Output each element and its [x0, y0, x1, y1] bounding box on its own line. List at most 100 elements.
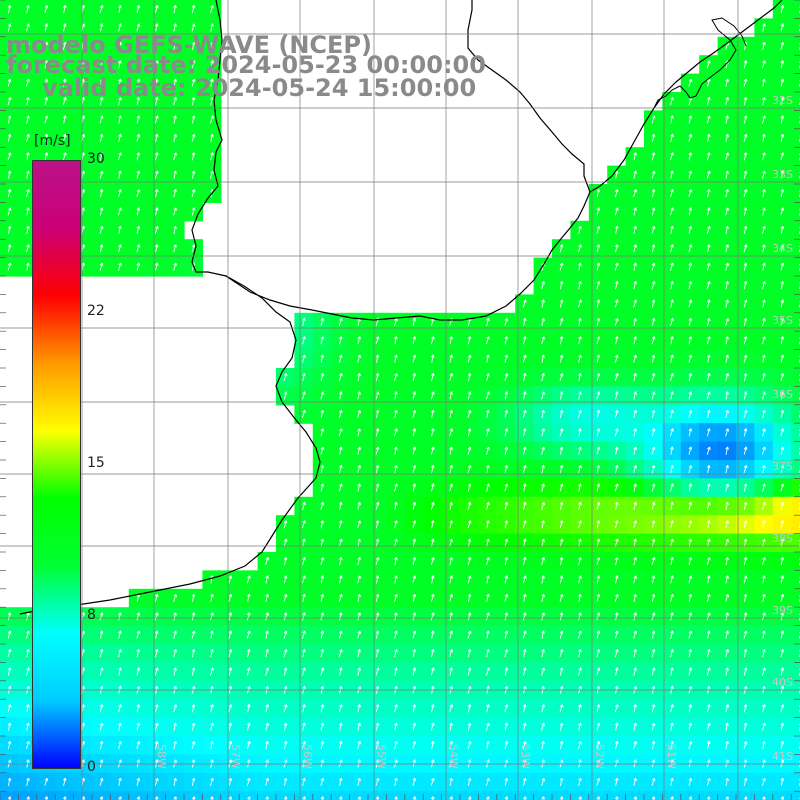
- wind-arrow: [578, 336, 582, 345]
- wind-arrow: [62, 60, 67, 69]
- wind-arrow: [614, 188, 619, 198]
- wind-arrow: [154, 170, 159, 179]
- wind-cell: [772, 791, 792, 800]
- wind-arrow: [44, 78, 49, 87]
- wind-arrow: [44, 96, 49, 106]
- wind-arrow: [154, 115, 159, 124]
- wind-arrow: [780, 78, 785, 87]
- wind-arrow: [118, 5, 122, 14]
- wind-arrow: [762, 207, 766, 216]
- wind-arrow: [743, 244, 748, 253]
- wind-arrow: [688, 280, 693, 290]
- wind-arrow: [504, 336, 509, 345]
- wind-arrow: [614, 225, 619, 234]
- wind-arrow: [651, 152, 656, 161]
- wind-arrow: [541, 299, 545, 308]
- wind-arrow: [633, 189, 638, 198]
- wind-arrow: [467, 354, 472, 363]
- wind-arrow: [173, 60, 177, 69]
- wind-arrow: [559, 317, 564, 326]
- wind-arrow: [136, 225, 141, 235]
- wind-arrow: [559, 391, 564, 400]
- wind-arrow: [651, 336, 656, 345]
- wind-arrow: [743, 115, 748, 124]
- wind-arrow: [780, 281, 785, 290]
- wind-arrow: [136, 170, 141, 179]
- wind-arrow: [596, 317, 601, 327]
- wind-arrow: [541, 354, 545, 363]
- wind-arrow: [762, 41, 766, 51]
- wind-arrow: [173, 225, 177, 234]
- wind-arrow: [136, 41, 141, 50]
- wind-arrow: [780, 41, 785, 50]
- wind-cell: [791, 699, 800, 719]
- wind-cell: [791, 110, 800, 130]
- wind-arrow: [633, 152, 637, 161]
- wind-cell: [128, 791, 148, 800]
- wind-arrow: [191, 78, 196, 87]
- wind-cell: [791, 717, 800, 737]
- wind-arrow: [504, 446, 509, 455]
- wind-arrow: [7, 115, 12, 124]
- wind-arrow: [118, 244, 122, 253]
- wind-cell: [515, 791, 535, 800]
- wind-cell: [55, 791, 75, 800]
- wind-arrow: [117, 207, 122, 216]
- wind-arrow: [522, 317, 527, 326]
- wind-cell: [478, 791, 498, 800]
- wind-cell: [644, 791, 663, 800]
- wind-arrow: [118, 188, 122, 198]
- wind-arrow: [780, 115, 785, 124]
- wind-arrow: [320, 446, 325, 455]
- wind-arrow: [7, 41, 12, 50]
- wind-arrow: [725, 281, 729, 290]
- wind-arrow: [154, 96, 159, 106]
- wind-arrow: [486, 428, 490, 437]
- wind-arrow: [706, 115, 711, 124]
- wind-cell: [165, 791, 185, 800]
- wind-arrow: [173, 133, 177, 143]
- wind-arrow: [633, 317, 637, 326]
- wind-arrow: [688, 409, 693, 418]
- wind-arrow: [780, 225, 785, 234]
- lon-label: 55W: [375, 744, 388, 769]
- wind-arrow: [762, 244, 766, 253]
- wind-cell: [791, 460, 800, 479]
- wind-arrow: [706, 336, 711, 345]
- wind-arrow: [633, 391, 637, 400]
- title-valid-date: valid date: 2024-05-24 15:00:00: [42, 74, 477, 102]
- wind-arrow: [688, 354, 693, 363]
- wind-cell: [791, 165, 800, 185]
- wind-arrow: [670, 133, 674, 143]
- wind-arrow: [651, 409, 656, 418]
- wind-arrow: [117, 152, 122, 161]
- wind-arrow: [780, 317, 785, 326]
- wind-arrow: [633, 409, 638, 418]
- wind-arrow: [743, 299, 748, 308]
- wind-cell: [791, 368, 800, 387]
- lat-label: 40S: [772, 676, 793, 689]
- wind-arrow: [762, 317, 766, 327]
- wind-arrow: [780, 152, 785, 161]
- wind-arrow: [25, 189, 30, 198]
- wind-arrow: [338, 336, 343, 345]
- wind-cell: [791, 570, 800, 590]
- wind-arrow: [357, 446, 361, 455]
- wind-arrow: [173, 5, 177, 14]
- wind-cell: [220, 791, 240, 800]
- wind-arrow: [762, 372, 766, 382]
- wind-arrow: [725, 317, 730, 326]
- wind-arrow: [394, 446, 398, 455]
- wind-arrow: [522, 299, 527, 308]
- wind-arrow: [375, 391, 380, 400]
- wind-cell: [791, 772, 800, 792]
- wind-cell: [791, 128, 800, 148]
- wind-arrow: [394, 354, 398, 363]
- wind-arrow: [338, 317, 343, 326]
- wind-arrow: [651, 428, 656, 437]
- wind-arrow: [688, 317, 693, 326]
- wind-arrow: [154, 23, 159, 32]
- wind-arrow: [578, 428, 582, 437]
- colorbar-unit: [m/s]: [34, 133, 71, 149]
- wind-arrow: [688, 428, 693, 437]
